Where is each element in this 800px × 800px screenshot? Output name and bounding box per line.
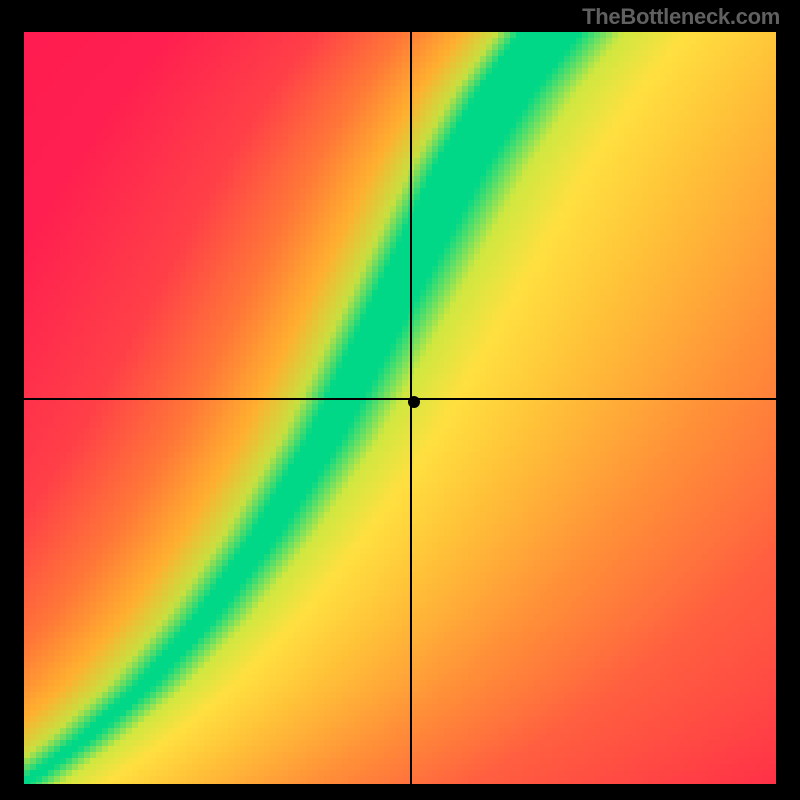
crosshair-horizontal (24, 398, 776, 400)
watermark-text: TheBottleneck.com (582, 4, 780, 30)
chart-container: TheBottleneck.com (0, 0, 800, 800)
crosshair-vertical (410, 32, 412, 784)
crosshair-marker (408, 396, 420, 408)
heatmap-canvas (24, 32, 776, 784)
